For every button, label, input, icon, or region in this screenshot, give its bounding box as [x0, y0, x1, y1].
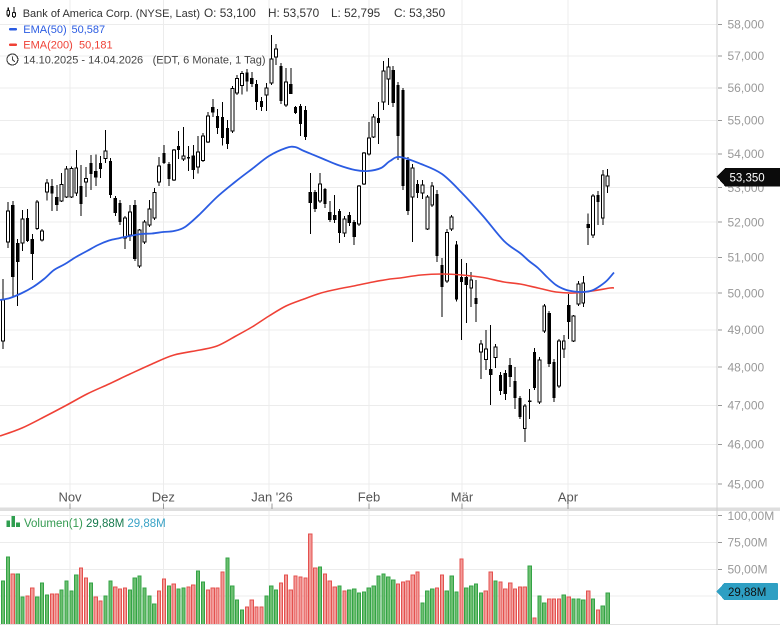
svg-text:29,88M: 29,88M [86, 518, 124, 530]
svg-text:75,00M: 75,00M [728, 536, 768, 550]
svg-text:47,000: 47,000 [728, 399, 765, 413]
svg-text:29,88M: 29,88M [127, 518, 165, 530]
svg-text:Volumen(1): Volumen(1) [24, 518, 83, 530]
svg-text:51,000: 51,000 [728, 251, 765, 265]
svg-text:49,000: 49,000 [728, 323, 765, 337]
svg-text:50,587: 50,587 [72, 24, 106, 36]
svg-text:Dez: Dez [152, 490, 175, 505]
svg-text:50,000: 50,000 [728, 286, 765, 300]
svg-text:55,000: 55,000 [728, 114, 765, 128]
svg-text:O: 53,100: O: 53,100 [204, 6, 256, 20]
svg-text:46,000: 46,000 [728, 438, 765, 452]
svg-text:Bank of America Corp. (NYSE, L: Bank of America Corp. (NYSE, Last) [23, 8, 200, 20]
svg-text:Mär: Mär [451, 490, 474, 505]
svg-text:57,000: 57,000 [728, 49, 765, 63]
svg-text:EMA(200): EMA(200) [23, 39, 73, 51]
svg-text:14.10.2025 - 14.04.2026: 14.10.2025 - 14.04.2026 [23, 55, 143, 67]
svg-text:(EDT, 6 Monate, 1 Tag): (EDT, 6 Monate, 1 Tag) [153, 55, 266, 67]
svg-text:Feb: Feb [358, 490, 380, 505]
svg-text:48,000: 48,000 [728, 360, 765, 374]
svg-text:58,000: 58,000 [728, 18, 765, 32]
svg-text:56,000: 56,000 [728, 81, 765, 95]
svg-text:Apr: Apr [558, 490, 579, 505]
svg-text:45,000: 45,000 [728, 477, 765, 491]
svg-text:54,000: 54,000 [728, 147, 765, 161]
svg-text:H: 53,570: H: 53,570 [268, 6, 320, 20]
svg-text:L: 52,795: L: 52,795 [331, 6, 381, 20]
svg-text:Nov: Nov [58, 490, 82, 505]
svg-text:C: 53,350: C: 53,350 [394, 6, 446, 20]
svg-text:100,00M: 100,00M [728, 509, 775, 523]
svg-text:50,181: 50,181 [79, 39, 113, 51]
svg-text:Jan '26: Jan '26 [251, 490, 293, 505]
svg-text:EMA(50): EMA(50) [23, 24, 66, 36]
svg-text:53,350: 53,350 [730, 173, 765, 185]
svg-text:50,00M: 50,00M [728, 563, 768, 577]
svg-text:29,88M: 29,88M [728, 587, 766, 599]
svg-text:52,000: 52,000 [728, 215, 765, 229]
